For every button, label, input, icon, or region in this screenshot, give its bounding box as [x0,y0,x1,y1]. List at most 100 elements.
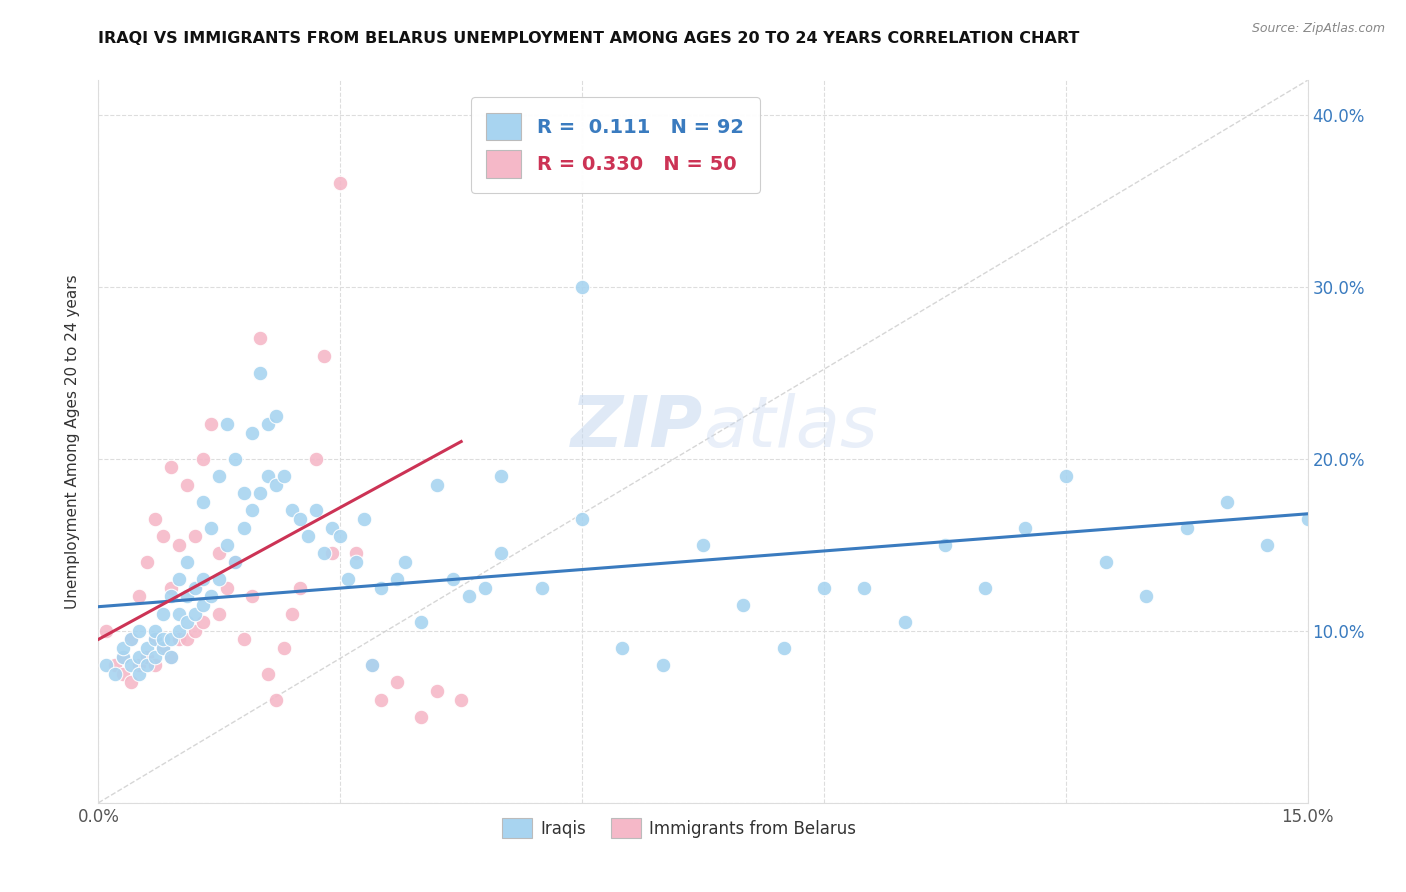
Point [176,477,198,491]
Point [111,649,134,664]
Point [135,555,157,569]
Point [240,503,263,517]
Point [160,581,183,595]
Point [314,546,336,560]
Point [193,598,215,612]
Point [361,658,384,673]
Point [329,177,352,191]
Point [273,469,295,483]
Point [184,607,207,621]
Point [337,572,360,586]
Point [1095,555,1118,569]
Point [128,658,150,673]
Point [344,555,367,569]
Point [297,529,319,543]
Point [143,658,166,673]
Point [217,581,239,595]
Point [184,624,207,638]
Point [426,684,449,698]
Point [249,486,271,500]
Point [167,607,190,621]
Point [409,615,432,630]
Point [288,512,311,526]
Point [450,692,472,706]
Point [772,640,794,655]
Point [249,366,271,380]
Text: Source: ZipAtlas.com: Source: ZipAtlas.com [1251,22,1385,36]
Point [305,503,328,517]
Point [1175,520,1198,534]
Point [184,529,207,543]
Point [167,572,190,586]
Point [152,640,174,655]
Point [458,590,481,604]
Point [128,590,150,604]
Point [934,538,956,552]
Point [128,624,150,638]
Point [128,649,150,664]
Point [96,624,118,638]
Point [160,590,183,604]
Point [273,640,295,655]
Point [103,666,125,681]
Point [264,692,287,706]
Point [193,572,215,586]
Point [281,607,304,621]
Point [232,520,254,534]
Point [974,581,997,595]
Point [120,675,142,690]
Text: atlas: atlas [703,392,877,461]
Point [491,469,513,483]
Point [111,666,134,681]
Point [200,417,222,432]
Point [120,658,142,673]
Point [111,649,134,664]
Point [370,581,392,595]
Point [135,640,157,655]
Point [353,512,375,526]
Point [264,409,287,423]
Point [143,624,166,638]
Point [370,692,392,706]
Point [135,649,157,664]
Point [167,624,190,638]
Point [193,615,215,630]
Point [152,640,174,655]
Point [176,555,198,569]
Point [217,417,239,432]
Point [385,572,408,586]
Point [329,529,352,543]
Point [160,632,183,647]
Point [232,486,254,500]
Point [143,632,166,647]
Point [692,538,714,552]
Point [1135,590,1157,604]
Point [256,469,278,483]
Point [530,581,553,595]
Point [240,425,263,440]
Point [167,538,190,552]
Point [193,494,215,508]
Point [385,675,408,690]
Point [167,632,190,647]
Y-axis label: Unemployment Among Ages 20 to 24 years: Unemployment Among Ages 20 to 24 years [65,274,80,609]
Point [651,658,673,673]
Point [361,658,384,673]
Point [152,529,174,543]
Point [256,666,278,681]
Point [152,632,174,647]
Point [394,555,416,569]
Point [128,666,150,681]
Point [256,417,278,432]
Point [344,546,367,560]
Point [314,349,336,363]
Point [474,581,496,595]
Point [208,469,231,483]
Point [321,546,343,560]
Point [143,632,166,647]
Point [264,477,287,491]
Point [208,572,231,586]
Point [305,451,328,466]
Point [176,615,198,630]
Point [426,477,449,491]
